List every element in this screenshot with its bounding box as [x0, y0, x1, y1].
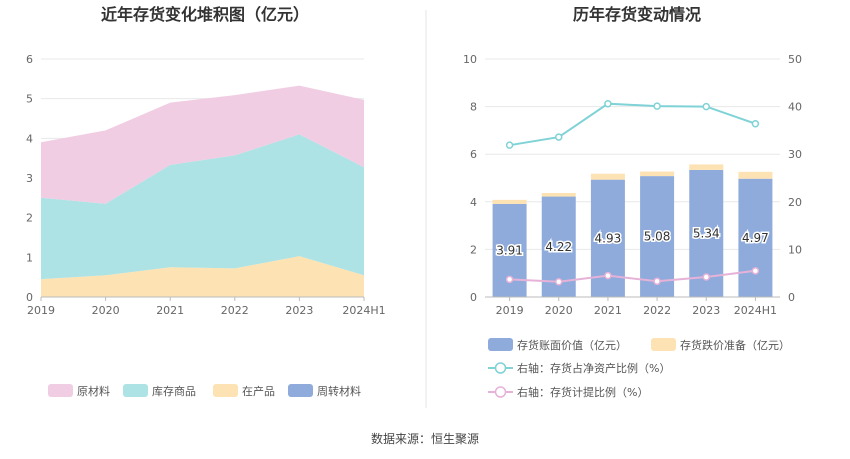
- right-chart-title: 历年存货变动情况: [573, 5, 701, 24]
- line-point: [555, 133, 563, 141]
- right-legend-marker: [494, 386, 507, 398]
- bar-impairment: [689, 164, 724, 170]
- line-series-1: [509, 269, 756, 283]
- stacked-area-chart: 0 1 2 3 4 5 6 2019 2020 2021 2022 2023 2024H1 原材料 库存商品…: [26, 53, 386, 398]
- bar-impairment: [640, 171, 675, 177]
- right-y2-tick-label: 40: [788, 101, 802, 114]
- line-point: [604, 271, 612, 280]
- area-series-0: [41, 256, 364, 297]
- left-y-tick-label: 5: [26, 93, 33, 106]
- line-point: [555, 278, 563, 286]
- left-x-tick-label: 2024H1: [342, 304, 385, 317]
- bar-impairment: [541, 192, 576, 197]
- bar-impairment: [738, 171, 773, 179]
- left-x-tick-label: 2023: [285, 304, 313, 317]
- bar-impairment: [492, 199, 527, 204]
- right-y-tick-label: 8: [470, 101, 477, 114]
- right-x-tick-label: 2019: [496, 304, 524, 317]
- bar-data-label: 5.34: [693, 226, 720, 240]
- right-legend-label: 右轴：存货占净资产比例（%）: [517, 361, 670, 375]
- left-y-tick-label: 2: [26, 212, 33, 225]
- right-legend-label: 存货跌价准备（亿元）: [680, 338, 790, 352]
- right-y2-tick-label: 50: [788, 53, 802, 66]
- left-legend-label: 库存商品: [152, 384, 196, 398]
- right-x-tick-label: 2022: [643, 304, 671, 317]
- right-y-tick-label: 10: [463, 53, 477, 66]
- right-legend-marker: [494, 362, 507, 374]
- right-y-tick-label: 6: [470, 148, 477, 161]
- line-point: [653, 277, 661, 286]
- left-y-tick-label: 6: [26, 53, 33, 66]
- bar-data-label: 4.97: [742, 231, 769, 245]
- right-y2-tick-label: 20: [788, 196, 802, 209]
- left-y-tick-label: 0: [26, 291, 33, 304]
- area-series-2: [41, 85, 364, 204]
- line-series-0: [509, 102, 756, 147]
- right-x-tick-label: 2024H1: [734, 304, 777, 317]
- left-x-tick-label: 2020: [92, 304, 120, 317]
- right-legend-label: 存货账面价值（亿元）: [517, 338, 627, 352]
- left-x-tick-label: 2022: [221, 304, 249, 317]
- bar-data-label: 5.08: [644, 230, 671, 244]
- bar-data-label: 4.93: [595, 231, 622, 245]
- left-legend-label: 原材料: [77, 384, 110, 398]
- left-chart-title: 近年存货变化堆积图（亿元）: [101, 5, 309, 24]
- right-y-tick-label: 4: [470, 196, 477, 209]
- data-source: 数据来源：恒生聚源: [371, 431, 479, 446]
- right-legend-swatch: [488, 338, 513, 351]
- right-legend-swatch: [651, 338, 676, 351]
- bar-line-chart: 0 2 4 6 8 10 0 10 20 30 40 50 3.91 4.22 4.93 5.08 5.34 4.…: [463, 53, 802, 399]
- line-point: [702, 273, 710, 281]
- right-y2-tick-label: 0: [788, 291, 795, 304]
- left-legend-swatch: [123, 384, 148, 397]
- left-y-tick-label: 4: [26, 132, 33, 145]
- area-series-1: [41, 134, 364, 280]
- right-legend-label: 右轴：存货计提比例（%）: [517, 385, 648, 399]
- right-x-tick-label: 2020: [545, 304, 573, 317]
- left-legend-label: 周转材料: [317, 384, 361, 398]
- left-legend-swatch: [48, 384, 73, 397]
- right-y-tick-label: 0: [470, 291, 477, 304]
- right-y-tick-label: 2: [470, 243, 477, 256]
- left-legend-label: 在产品: [242, 384, 275, 398]
- bar-book-value: [640, 176, 675, 297]
- right-y2-tick-label: 30: [788, 148, 802, 161]
- line-point: [505, 141, 514, 149]
- line-point: [604, 99, 612, 108]
- line-point: [751, 119, 760, 128]
- line-point: [751, 267, 760, 275]
- bar-data-label: 4.22: [545, 240, 572, 254]
- left-legend-swatch: [288, 384, 313, 397]
- left-x-tick-label: 2019: [27, 304, 55, 317]
- line-point: [505, 275, 514, 284]
- right-x-tick-label: 2023: [692, 304, 720, 317]
- left-legend-swatch: [213, 384, 238, 397]
- right-y2-tick-label: 10: [788, 243, 802, 256]
- bar-data-label: 3.91: [496, 243, 523, 257]
- bar-book-value: [738, 178, 773, 297]
- bar-impairment: [590, 173, 625, 180]
- line-point: [702, 102, 710, 111]
- right-x-tick-label: 2021: [594, 304, 622, 317]
- left-x-tick-label: 2021: [156, 304, 184, 317]
- left-y-tick-label: 3: [26, 172, 33, 185]
- left-y-tick-label: 1: [26, 251, 33, 264]
- line-point: [653, 102, 661, 110]
